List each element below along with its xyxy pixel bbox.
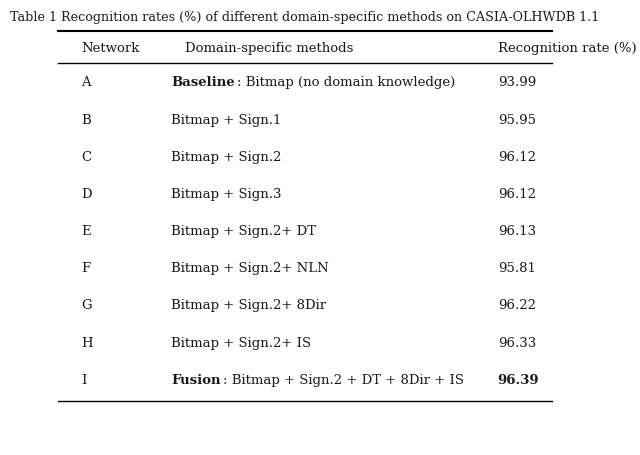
- Text: 95.95: 95.95: [498, 113, 536, 126]
- Text: Network: Network: [81, 42, 140, 56]
- Text: F: F: [81, 262, 90, 275]
- Text: Fusion: Fusion: [172, 373, 221, 386]
- Text: H: H: [81, 336, 93, 349]
- Text: Baseline: Baseline: [172, 76, 235, 89]
- Text: C: C: [81, 151, 92, 163]
- Text: 95.81: 95.81: [498, 262, 536, 275]
- Text: Table 1 Recognition rates (%) of different domain-specific methods on CASIA-OLHW: Table 1 Recognition rates (%) of differe…: [10, 11, 600, 24]
- Text: : Bitmap + Sign.2 + DT + 8Dir + IS: : Bitmap + Sign.2 + DT + 8Dir + IS: [223, 373, 463, 386]
- Text: B: B: [81, 113, 91, 126]
- Text: E: E: [81, 225, 91, 238]
- Text: A: A: [81, 76, 91, 89]
- Text: Bitmap + Sign.2+ NLN: Bitmap + Sign.2+ NLN: [172, 262, 329, 275]
- Text: Bitmap + Sign.1: Bitmap + Sign.1: [172, 113, 282, 126]
- Text: Domain-specific methods: Domain-specific methods: [185, 42, 353, 56]
- Text: G: G: [81, 299, 92, 312]
- Text: 96.12: 96.12: [498, 187, 536, 201]
- Text: Bitmap + Sign.2+ DT: Bitmap + Sign.2+ DT: [172, 225, 316, 238]
- Text: 96.39: 96.39: [498, 373, 540, 386]
- Text: 96.22: 96.22: [498, 299, 536, 312]
- Text: 96.13: 96.13: [498, 225, 536, 238]
- Text: Recognition rate (%): Recognition rate (%): [498, 42, 636, 56]
- Text: : Bitmap (no domain knowledge): : Bitmap (no domain knowledge): [237, 76, 456, 89]
- Text: D: D: [81, 187, 92, 201]
- Text: 96.12: 96.12: [498, 151, 536, 163]
- Text: Bitmap + Sign.2+ 8Dir: Bitmap + Sign.2+ 8Dir: [172, 299, 326, 312]
- Text: Bitmap + Sign.3: Bitmap + Sign.3: [172, 187, 282, 201]
- Text: 96.33: 96.33: [498, 336, 536, 349]
- Text: 93.99: 93.99: [498, 76, 536, 89]
- Text: Bitmap + Sign.2+ IS: Bitmap + Sign.2+ IS: [172, 336, 312, 349]
- Text: Bitmap + Sign.2: Bitmap + Sign.2: [172, 151, 282, 163]
- Text: I: I: [81, 373, 87, 386]
